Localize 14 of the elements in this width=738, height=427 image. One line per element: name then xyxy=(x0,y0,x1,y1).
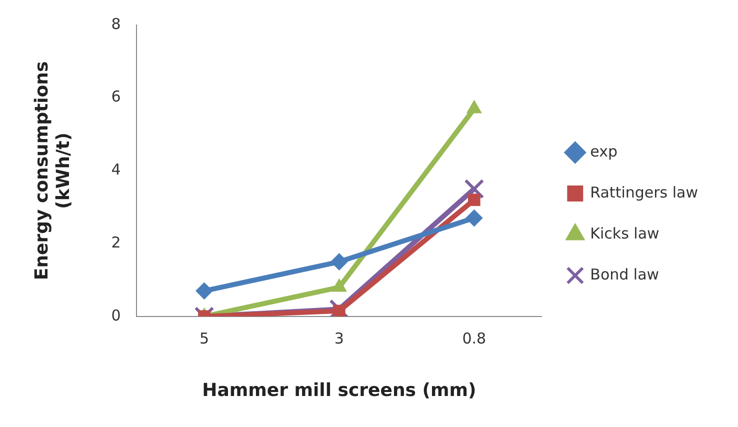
y-axis-title: Energy consumptions (kWh/t) xyxy=(31,61,74,280)
x-tick-label: 5 xyxy=(199,329,209,348)
y-tick-label: 8 xyxy=(111,14,121,33)
legend-label: Rattingers law xyxy=(590,183,698,202)
x-tick-label: 0.8 xyxy=(462,329,486,348)
legend-label: exp xyxy=(590,142,618,160)
legend-label: Kicks law xyxy=(590,224,660,242)
y-tick-label: 6 xyxy=(111,88,121,106)
y-tick-label: 0 xyxy=(111,306,121,324)
y-tick-label: 4 xyxy=(111,160,121,179)
x-axis-title: Hammer mill screens (mm) xyxy=(202,380,476,401)
x-tick-label: 3 xyxy=(334,329,344,348)
y-tick-label: 2 xyxy=(111,233,121,252)
legend-label: Bond law xyxy=(590,265,660,284)
